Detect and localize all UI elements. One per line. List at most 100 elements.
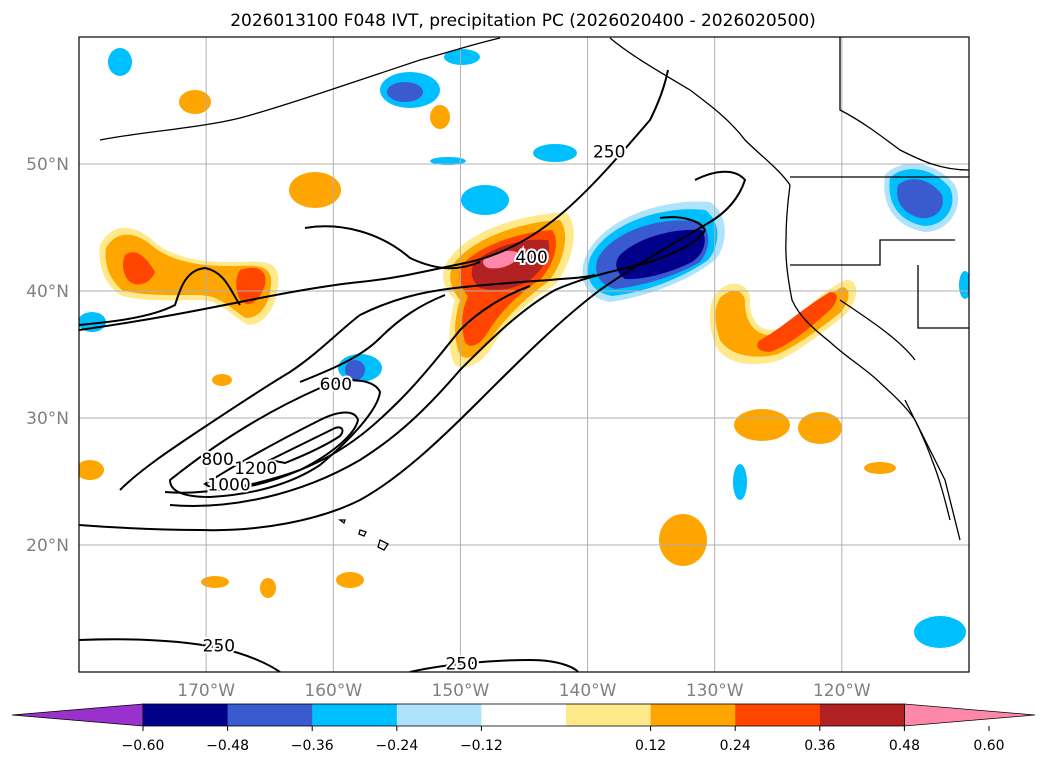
precip-west-blob-core <box>123 252 155 285</box>
precip-patch <box>387 82 423 102</box>
ivt-contour-250 <box>79 170 747 532</box>
ivt-contour-1200 <box>266 426 344 465</box>
colorbar-tick-label: 0.12 <box>635 738 666 754</box>
precip-patch <box>345 360 365 380</box>
x-axis-ticks: 170°W 160°W 150°W 140°W 130°W 120°W <box>177 681 871 701</box>
x-tick-label: 170°W <box>177 681 235 701</box>
contour-label: 400 <box>515 248 547 268</box>
colorbar <box>11 703 1036 727</box>
precip-patch <box>733 464 747 500</box>
ivt-contour-250 <box>79 69 669 331</box>
colorbar-tick-label: −0.60 <box>122 738 165 754</box>
contour-label: 600 <box>320 375 352 395</box>
chart-title: 2026013100 F048 IVT, precipitation PC (2… <box>230 11 816 31</box>
ivt-contour-250 <box>79 266 241 326</box>
precip-west-blob-core-2 <box>236 267 266 305</box>
precip-patch <box>444 49 480 65</box>
precip-interior-negative-core <box>897 179 943 219</box>
precip-patch <box>864 462 896 474</box>
colorbar-segment <box>143 704 229 726</box>
hawaii <box>338 519 389 551</box>
precip-negative-060 <box>616 229 705 280</box>
us-west-coast <box>785 184 961 541</box>
ivt-contours <box>79 69 747 672</box>
colorbar-segment <box>566 704 652 726</box>
precip-patch <box>79 460 104 480</box>
precip-patch <box>533 144 577 162</box>
colorbar-segment <box>650 704 736 726</box>
x-tick-label: 140°W <box>559 681 617 701</box>
colorbar-tick-label: 0.24 <box>720 738 751 754</box>
colorbar-segment <box>735 704 821 726</box>
precip-california-core <box>757 292 837 352</box>
colorbar-tick-label: −0.36 <box>291 738 334 754</box>
precip-patch <box>212 374 232 386</box>
y-tick-label: 20°N <box>26 536 69 556</box>
precip-patch <box>914 616 966 648</box>
map-frame <box>78 36 970 673</box>
precip-positive-060 <box>471 239 550 290</box>
colorbar-tick-label: −0.12 <box>460 738 503 754</box>
ivt-contour-400 <box>304 225 481 270</box>
precip-patch <box>201 576 229 588</box>
ivt-contour-400 <box>119 274 596 491</box>
precip-patch <box>734 409 790 441</box>
ivt-contour-400 <box>169 216 707 507</box>
bc-coast <box>609 37 791 186</box>
precip-patch <box>179 90 211 114</box>
precip-patch <box>798 412 842 444</box>
precip-patch <box>959 271 969 299</box>
colorbar-tick-label: 0.36 <box>804 738 835 754</box>
gridlines <box>79 37 969 672</box>
colorbar-segment <box>819 704 905 726</box>
colorbar-ticks: −0.60 −0.48 −0.36 −0.24 −0.12 0.12 0.24 0.36 0.4… <box>122 726 1005 754</box>
map-background <box>79 37 969 672</box>
colorbar-frame <box>142 703 905 727</box>
precip-patch <box>461 185 509 215</box>
contour-label: 250 <box>593 143 625 163</box>
state-border <box>790 239 955 266</box>
precip-patch <box>430 105 450 129</box>
state-border <box>917 265 969 329</box>
contour-label: 1000 <box>207 475 250 495</box>
x-tick-label: 160°W <box>304 681 362 701</box>
colorbar-tick-label: 0.60 <box>973 738 1004 754</box>
x-tick-label: 130°W <box>686 681 744 701</box>
state-border <box>839 299 916 361</box>
precip-patch <box>289 172 341 208</box>
colorbar-segment <box>227 704 313 726</box>
colorbar-segment <box>481 704 567 726</box>
ivt-contour-600 <box>164 285 531 494</box>
precip-patch <box>108 48 132 76</box>
colorbar-tick-label: 0.48 <box>889 738 920 754</box>
precip-california-inner <box>715 287 849 357</box>
coastline <box>99 37 969 551</box>
ivt-contour-800 <box>168 379 382 499</box>
y-axis-ticks: 20°N 30°N 40°N 50°N <box>26 155 69 556</box>
precip-patch <box>430 157 466 165</box>
ivt-contour-1000 <box>203 411 360 492</box>
precip-patch <box>336 572 364 588</box>
contour-label: 1200 <box>234 459 277 479</box>
y-tick-label: 30°N <box>26 409 69 429</box>
y-tick-label: 50°N <box>26 155 69 175</box>
colorbar-tick-label: −0.48 <box>206 738 249 754</box>
country-border <box>839 37 969 171</box>
y-tick-label: 40°N <box>26 282 69 302</box>
colorbar-segment <box>396 704 482 726</box>
alaska-coast <box>99 37 501 141</box>
x-tick-label: 150°W <box>432 681 490 701</box>
ivt-contour-600 <box>299 294 446 383</box>
colorbar-segment <box>312 704 398 726</box>
precip-patch <box>659 514 707 566</box>
contour-label: 250 <box>445 654 477 674</box>
precip-patch <box>260 578 276 598</box>
baja-coast <box>904 399 951 521</box>
colorbar-extend-high <box>904 703 1036 727</box>
contour-label: 800 <box>201 450 233 470</box>
x-tick-label: 120°W <box>813 681 871 701</box>
contour-label: 250 <box>203 637 235 657</box>
